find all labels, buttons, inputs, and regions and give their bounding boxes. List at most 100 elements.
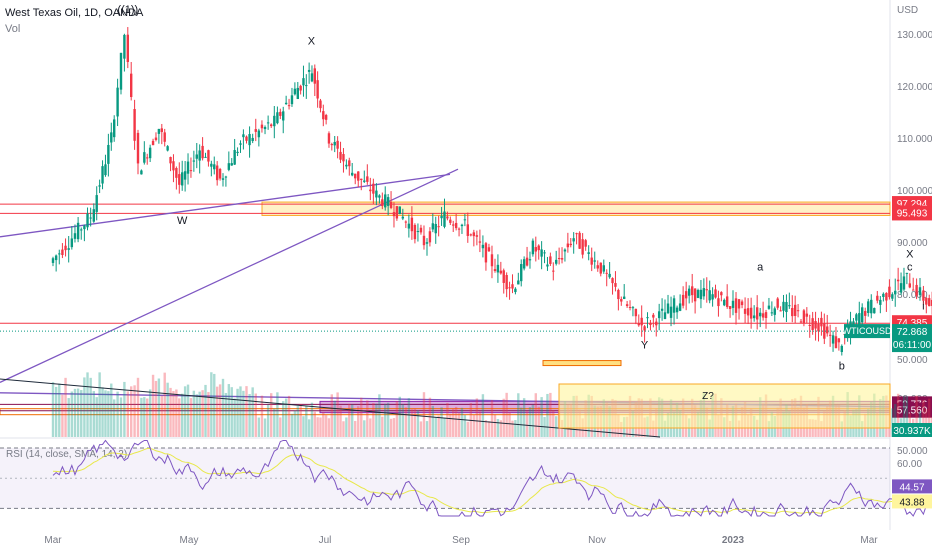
candle-body xyxy=(64,245,67,251)
volume-bar xyxy=(189,398,193,437)
wave-label: c xyxy=(907,262,913,274)
candle-body xyxy=(640,317,643,326)
candle-body xyxy=(737,299,741,309)
candle-body xyxy=(428,231,432,243)
candle-body xyxy=(490,254,494,267)
candle-body xyxy=(302,78,305,86)
volume-bar xyxy=(310,402,314,437)
volume-bar xyxy=(552,410,555,437)
volume-bar xyxy=(260,395,264,437)
candle-body xyxy=(119,52,123,90)
volume-bar xyxy=(233,398,236,437)
candle-body xyxy=(327,133,331,144)
volume-bar xyxy=(163,372,166,437)
candle-body xyxy=(236,151,239,154)
candle-body xyxy=(834,336,838,349)
candle-body xyxy=(348,160,351,167)
volume-bar xyxy=(525,411,529,437)
candle-body xyxy=(814,321,817,329)
volume-last-label: 30.937K xyxy=(893,426,931,437)
candle-body xyxy=(499,270,503,274)
volume-bar xyxy=(151,374,155,437)
level-price-label: 95.493 xyxy=(897,208,928,219)
candle-body xyxy=(496,264,500,273)
candle-body xyxy=(796,310,800,312)
volume-bar xyxy=(549,392,552,437)
volume-bar xyxy=(307,419,311,437)
rsi-line xyxy=(52,439,932,517)
volume-bar xyxy=(270,393,273,437)
candle-body xyxy=(61,249,64,256)
candle-body xyxy=(888,286,891,298)
rsi-ma-line xyxy=(52,447,932,514)
candle-body xyxy=(699,289,703,300)
candle-body xyxy=(520,264,523,282)
volume-bar xyxy=(905,396,909,437)
volume-bar xyxy=(282,401,285,437)
volume-bar xyxy=(493,414,497,437)
volume-bar xyxy=(296,406,299,437)
countdown-label: 06:11:00 xyxy=(893,340,932,351)
volume-bar xyxy=(218,384,222,437)
candle-body xyxy=(912,289,915,291)
candle-body xyxy=(791,308,794,317)
candle-body xyxy=(284,102,288,105)
volume-bar xyxy=(245,386,248,437)
volume-bar xyxy=(327,418,331,437)
volume-bar xyxy=(195,394,198,437)
candle-body xyxy=(678,303,682,311)
volume-bar xyxy=(728,420,732,437)
wave-label: X xyxy=(308,35,316,47)
volume-bar xyxy=(183,386,187,437)
candle-body xyxy=(113,119,116,138)
candle-body xyxy=(395,206,399,219)
volume-bar xyxy=(540,397,543,437)
volume-bar xyxy=(126,391,129,437)
candle-body xyxy=(817,323,820,332)
candle-body xyxy=(475,235,479,237)
candle-body xyxy=(178,174,181,185)
candle-body xyxy=(410,217,414,232)
candle-body xyxy=(876,295,879,301)
volume-bar xyxy=(186,384,190,437)
candle-body xyxy=(894,290,897,295)
volume-bar xyxy=(157,378,161,437)
price-tick-label: 110.000 xyxy=(897,134,932,145)
volume-bar xyxy=(484,420,488,437)
volume-bar xyxy=(279,417,282,437)
volume-bar xyxy=(54,386,58,437)
candle-body xyxy=(788,305,791,307)
candle-body xyxy=(799,321,803,323)
volume-bar xyxy=(431,405,435,437)
candle-body xyxy=(669,306,673,318)
candle-body xyxy=(602,265,605,272)
candle-body xyxy=(98,185,101,187)
symbol-title[interactable]: West Texas Oil, 1D, OANDA xyxy=(5,7,144,19)
candle-body xyxy=(192,160,196,162)
volume-bar xyxy=(273,408,276,437)
candle-body xyxy=(873,308,876,314)
volume-bar xyxy=(502,398,505,437)
candle-body xyxy=(413,224,417,240)
volume-bar xyxy=(915,395,918,437)
candle-body xyxy=(481,244,485,249)
candle-body xyxy=(276,112,279,124)
volume-bar xyxy=(496,419,500,437)
volume-bar xyxy=(440,407,443,437)
candle-body xyxy=(487,247,491,252)
candle-body xyxy=(569,243,572,246)
volume-bar xyxy=(348,403,351,437)
volume-bar xyxy=(136,377,140,437)
volume-bar xyxy=(248,394,251,437)
volume-bar xyxy=(104,390,107,437)
candle-body xyxy=(319,100,322,109)
rsi-value-tag xyxy=(892,479,932,494)
wave-label: i xyxy=(922,301,924,313)
candle-body xyxy=(463,219,467,221)
candle-body xyxy=(372,183,375,194)
volume-bar xyxy=(213,373,216,437)
candle-body xyxy=(378,195,381,198)
volume-bar xyxy=(555,416,558,437)
